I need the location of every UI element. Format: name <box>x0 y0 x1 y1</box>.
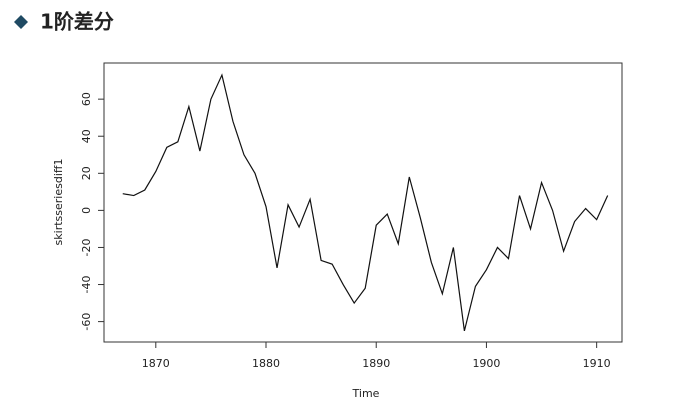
x-tick-label: 1890 <box>362 357 390 370</box>
y-tick-label: 0 <box>80 207 93 214</box>
data-line <box>122 73 609 332</box>
y-tick-label: -40 <box>80 276 93 294</box>
y-tick-label: 60 <box>80 92 93 106</box>
x-axis-label: Time <box>352 387 380 400</box>
bullet <box>14 15 28 29</box>
y-tick-label: -60 <box>80 313 93 331</box>
y-tick-label: 40 <box>80 129 93 143</box>
y-tick-label: 20 <box>80 166 93 180</box>
y-tick-label: -20 <box>80 238 93 256</box>
x-tick-label: 1900 <box>472 357 500 370</box>
y-axis-label: skirtsseriesdiff1 <box>52 159 65 246</box>
x-tick-label: 1910 <box>583 357 611 370</box>
slide-title: 1阶差分 <box>40 10 114 34</box>
plot-frame <box>103 62 623 343</box>
x-tick-label: 1880 <box>252 357 280 370</box>
x-tick-label: 1870 <box>142 357 170 370</box>
